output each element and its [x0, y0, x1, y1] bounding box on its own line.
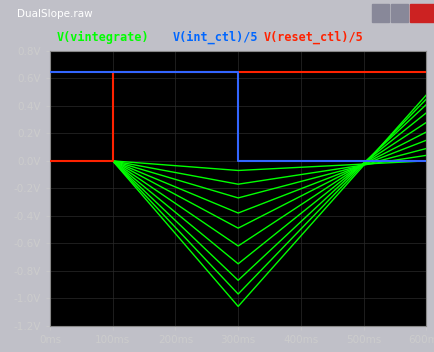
Text: DualSlope.raw: DualSlope.raw [17, 9, 93, 19]
Text: V(reset_ctl)/5: V(reset_ctl)/5 [263, 31, 362, 44]
Bar [390, 4, 407, 23]
Bar [371, 4, 388, 23]
Text: V(vintegrate): V(vintegrate) [56, 31, 149, 44]
Text: V(int_ctl)/5: V(int_ctl)/5 [172, 31, 258, 44]
Bar [409, 4, 433, 23]
